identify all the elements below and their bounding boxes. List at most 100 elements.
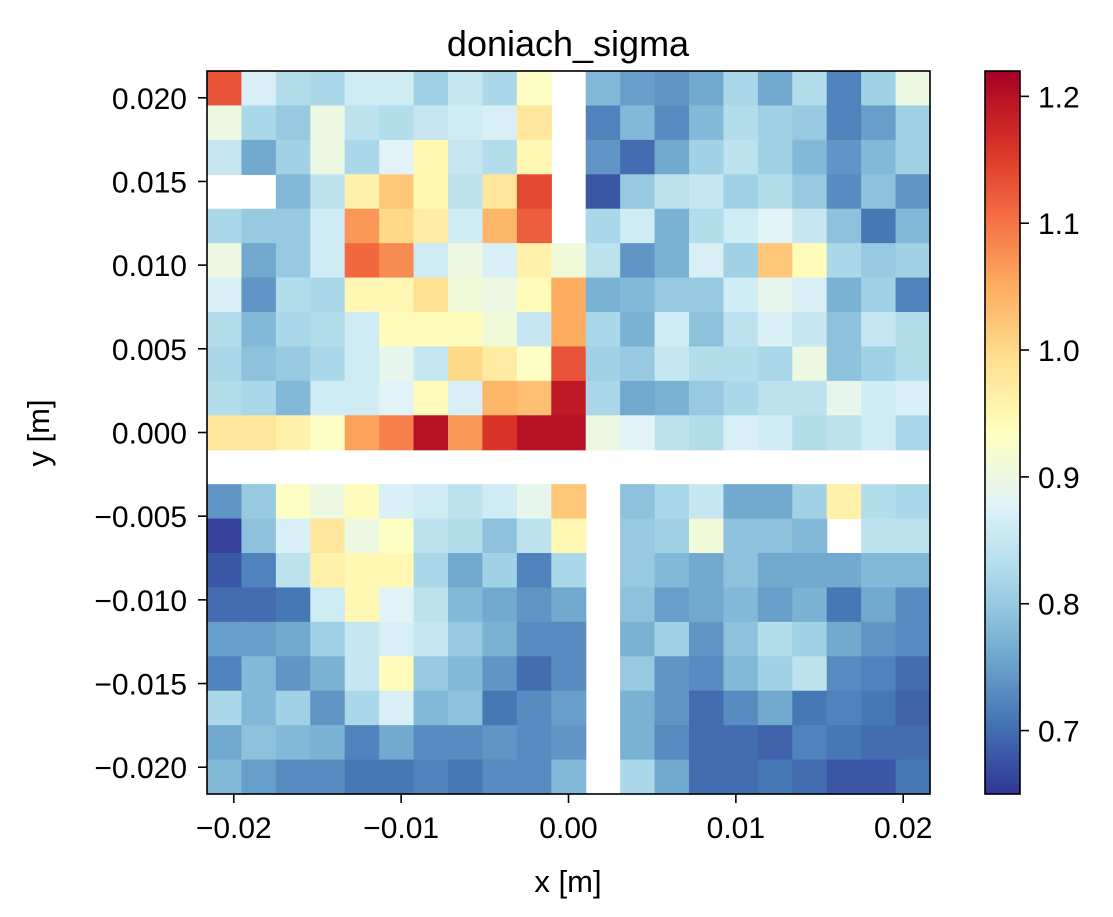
heatmap-cell <box>861 208 897 244</box>
heatmap-cell <box>792 174 828 210</box>
heatmap-cell <box>448 656 484 692</box>
heatmap-cell <box>207 518 243 554</box>
heatmap-cell <box>551 656 587 692</box>
heatmap-cell <box>448 71 484 107</box>
heatmap-cell <box>757 346 793 382</box>
heatmap-cell <box>620 208 656 244</box>
heatmap-cell <box>413 346 449 382</box>
heatmap-cell <box>792 277 828 313</box>
heatmap-cell <box>310 139 346 175</box>
heatmap-cell <box>516 243 552 279</box>
heatmap-cell <box>551 277 587 313</box>
heatmap-cell <box>413 105 449 141</box>
heatmap-cell <box>757 208 793 244</box>
heatmap-cell <box>482 553 518 589</box>
heatmap-cell <box>310 105 346 141</box>
heatmap-cell <box>654 208 690 244</box>
heatmap-cell <box>275 621 311 657</box>
heatmap-cell <box>620 346 656 382</box>
heatmap-cell <box>620 621 656 657</box>
heatmap-cell <box>551 312 587 348</box>
heatmap-cell <box>448 277 484 313</box>
heatmap-cell <box>654 139 690 175</box>
heatmap-cell <box>482 105 518 141</box>
y-axis-ticks: 0.020 0.015 0.010 0.005 0.000 −0.005 −0.010 −0.… <box>94 83 207 785</box>
heatmap-cell <box>723 105 759 141</box>
heatmap-cell <box>310 587 346 623</box>
heatmap-cell <box>379 553 415 589</box>
heatmap-cell <box>689 346 725 382</box>
heatmap-cell <box>757 690 793 726</box>
heatmap-cell <box>413 380 449 416</box>
heatmap-cell <box>482 415 518 451</box>
heatmap-cell <box>861 553 897 589</box>
heatmap-cell <box>275 105 311 141</box>
heatmap-cell <box>551 380 587 416</box>
heatmap-cell <box>516 71 552 107</box>
heatmap-cell <box>241 656 277 692</box>
heatmap-cell <box>861 621 897 657</box>
heatmap-cell <box>585 139 621 175</box>
heatmap-cell <box>516 725 552 761</box>
heatmap-cell <box>792 71 828 107</box>
y-axis-label: y [m] <box>21 399 56 466</box>
heatmap-cell <box>792 312 828 348</box>
heatmap-cell <box>861 725 897 761</box>
heatmap-cell <box>723 621 759 657</box>
y-tick-label: 0.005 <box>112 334 187 367</box>
heatmap-cell <box>689 105 725 141</box>
heatmap-cell <box>207 690 243 726</box>
heatmap-cell <box>689 484 725 520</box>
heatmap-cell <box>482 621 518 657</box>
heatmap-cell <box>551 518 587 554</box>
heatmap-cell <box>895 484 931 520</box>
heatmap-cell <box>448 690 484 726</box>
heatmap-cell <box>792 518 828 554</box>
heatmap-cell <box>585 71 621 107</box>
heatmap-cell <box>241 725 277 761</box>
heatmap-cell <box>861 690 897 726</box>
heatmap-cell <box>826 277 862 313</box>
y-tick-label: −0.010 <box>94 585 187 618</box>
heatmap-cell <box>895 690 931 726</box>
heatmap-cell <box>723 174 759 210</box>
heatmap-cell <box>344 312 380 348</box>
heatmap-cell <box>723 656 759 692</box>
heatmap-cell <box>826 656 862 692</box>
heatmap-cell <box>379 656 415 692</box>
heatmap-cell <box>448 346 484 382</box>
heatmap-cell <box>689 621 725 657</box>
heatmap-cell <box>379 415 415 451</box>
heatmap-cell <box>344 690 380 726</box>
heatmap-cell <box>551 759 587 795</box>
heatmap-cell <box>585 243 621 279</box>
y-tick-label: 0.000 <box>112 418 187 451</box>
heatmap-cell <box>723 690 759 726</box>
heatmap-cell <box>516 346 552 382</box>
heatmap-cell <box>275 484 311 520</box>
colorbar <box>985 71 1020 794</box>
heatmap-cell <box>757 656 793 692</box>
heatmap-cell <box>310 277 346 313</box>
heatmap-cell <box>654 312 690 348</box>
y-tick-label: 0.020 <box>112 83 187 116</box>
heatmap-cell <box>275 208 311 244</box>
heatmap-cell <box>241 759 277 795</box>
heatmap-cell <box>448 553 484 589</box>
heatmap-cell <box>275 690 311 726</box>
heatmap-cell <box>516 415 552 451</box>
heatmap-cell <box>826 243 862 279</box>
heatmap-cell <box>207 759 243 795</box>
heatmap-cell <box>585 105 621 141</box>
heatmap-cell <box>861 656 897 692</box>
heatmap-cell <box>275 587 311 623</box>
heatmap-cell <box>379 174 415 210</box>
heatmap-cell <box>310 415 346 451</box>
heatmap-cell <box>275 518 311 554</box>
heatmap-cell <box>310 71 346 107</box>
heatmap-cell <box>792 415 828 451</box>
heatmap-cell <box>310 312 346 348</box>
heatmap-cell <box>689 277 725 313</box>
heatmap-cell <box>620 484 656 520</box>
heatmap-cell <box>379 380 415 416</box>
